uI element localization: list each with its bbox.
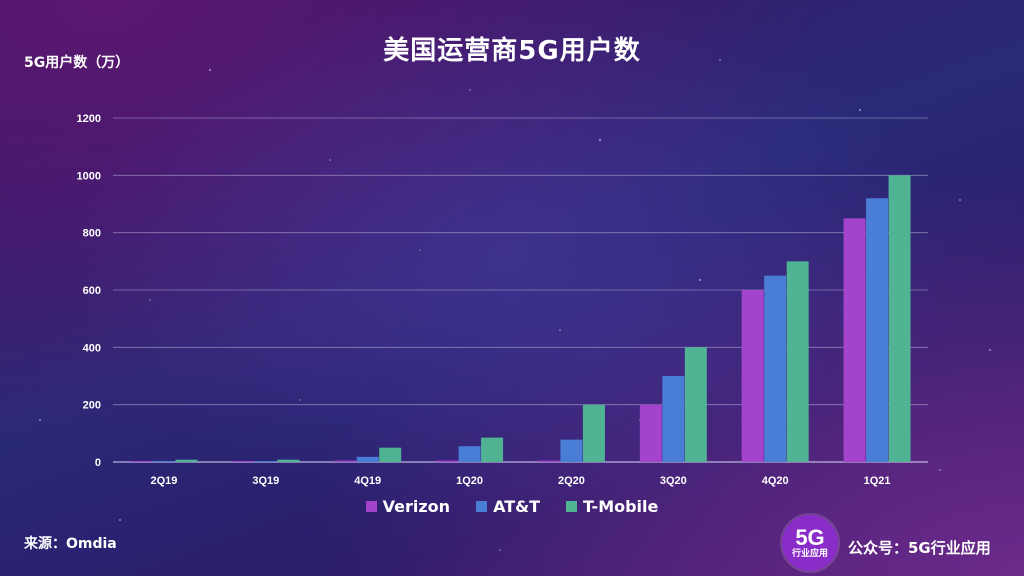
y-tick-label: 200 bbox=[83, 400, 101, 412]
bar-at-t-3q19 bbox=[254, 461, 277, 462]
bar-at-t-4q20 bbox=[764, 275, 787, 462]
legend-label-att: AT&T bbox=[493, 497, 540, 516]
y-tick-label: 1000 bbox=[77, 170, 101, 182]
logo-text-sub: 行业应用 bbox=[791, 548, 828, 559]
bar-t-mobile-3q20 bbox=[684, 347, 707, 462]
bar-verizon-1q21 bbox=[843, 218, 866, 462]
chart-legend: Verizon AT&T T-Mobile bbox=[0, 497, 1024, 516]
x-tick-label: 2Q20 bbox=[558, 475, 585, 487]
legend-swatch-att bbox=[476, 501, 488, 512]
legend-item-att: AT&T bbox=[476, 497, 540, 516]
x-tick-label: 1Q21 bbox=[864, 475, 891, 487]
y-tick-label: 400 bbox=[83, 342, 101, 354]
bar-t-mobile-4q19 bbox=[379, 447, 402, 462]
y-tick-label: 0 bbox=[95, 457, 101, 469]
source-note: 来源：Omdia bbox=[24, 536, 117, 552]
legend-swatch-verizon bbox=[365, 501, 377, 512]
x-tick-label: 4Q19 bbox=[354, 475, 381, 487]
bar-t-mobile-4q20 bbox=[786, 261, 809, 462]
bar-verizon-4q19 bbox=[334, 460, 357, 462]
y-tick-label: 1200 bbox=[77, 113, 101, 125]
x-tick-label: 3Q20 bbox=[660, 475, 687, 487]
chart-title: 美国运营商5G用户数 bbox=[383, 36, 641, 66]
bar-t-mobile-1q21 bbox=[888, 175, 911, 463]
bar-at-t-1q20 bbox=[458, 446, 481, 462]
bar-t-mobile-1q20 bbox=[481, 437, 504, 462]
logo-text-5g: 5G bbox=[795, 524, 825, 550]
x-tick-label: 4Q20 bbox=[762, 475, 789, 487]
x-tick-label: 1Q20 bbox=[456, 475, 483, 487]
bar-verizon-2q20 bbox=[537, 460, 560, 462]
bar-t-mobile-2q20 bbox=[582, 404, 605, 462]
bar-verizon-3q19 bbox=[232, 461, 255, 462]
bar-at-t-2q20 bbox=[560, 439, 583, 462]
bar-verizon-2q19 bbox=[130, 461, 153, 462]
bar-verizon-4q20 bbox=[741, 290, 764, 462]
bar-verizon-1q20 bbox=[436, 460, 459, 462]
bar-at-t-4q19 bbox=[356, 456, 379, 462]
wechat-account-label: 公众号：5G行业应用 bbox=[848, 539, 991, 557]
bar-verizon-3q20 bbox=[639, 404, 662, 462]
5g-logo-badge: 5G 行业应用 bbox=[782, 515, 838, 571]
y-tick-label: 800 bbox=[83, 228, 101, 240]
y-axis-unit-label: 5G用户数（万） bbox=[24, 55, 130, 71]
bar-at-t-1q21 bbox=[866, 198, 889, 462]
bar-at-t-2q19 bbox=[152, 461, 175, 462]
bar-t-mobile-2q19 bbox=[175, 459, 198, 462]
legend-swatch-tmobile bbox=[565, 501, 577, 512]
legend-item-verizon: Verizon bbox=[365, 497, 451, 516]
x-tick-label: 3Q19 bbox=[252, 475, 279, 487]
bar-at-t-3q20 bbox=[662, 376, 685, 462]
x-tick-label: 2Q19 bbox=[150, 475, 177, 487]
legend-label-tmobile: T-Mobile bbox=[582, 497, 659, 516]
legend-label-verizon: Verizon bbox=[382, 497, 451, 516]
legend-item-tmobile: T-Mobile bbox=[565, 497, 659, 516]
bar-t-mobile-3q19 bbox=[277, 459, 300, 462]
y-tick-label: 600 bbox=[83, 285, 101, 297]
